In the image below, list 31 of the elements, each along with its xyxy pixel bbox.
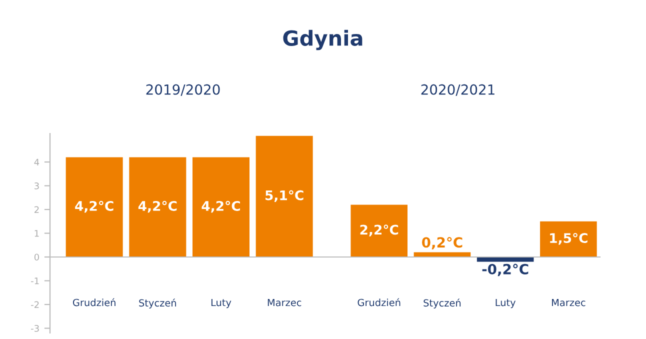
y-tick-label: -1 xyxy=(31,278,39,284)
data-label: 4,2°C xyxy=(138,200,177,213)
x-tick-label: Luty xyxy=(496,298,516,308)
y-tick-label: -3 xyxy=(31,324,39,332)
data-label: -0,2°C xyxy=(482,264,528,276)
bar xyxy=(414,252,471,257)
data-label: 0,2°C xyxy=(422,237,462,250)
y-tick-label: 1 xyxy=(34,230,39,237)
y-tick-label: 4 xyxy=(34,158,40,166)
x-tick-label: Marzec xyxy=(552,298,586,306)
bar xyxy=(476,257,534,262)
y-tick-label: 2 xyxy=(34,206,39,213)
chart-title: Gdynia xyxy=(283,30,362,50)
x-tick-label: Marzec xyxy=(268,298,302,306)
y-tick-label: -2 xyxy=(31,301,39,308)
x-tick-label: Grudzień xyxy=(358,298,400,306)
data-label: 4,2°C xyxy=(75,200,114,213)
data-label: 2,2°C xyxy=(360,224,398,236)
x-tick-label: Grudzień xyxy=(72,298,116,306)
y-tick-label: 0 xyxy=(34,254,39,261)
chart-subtitle: 2020/2021 xyxy=(421,84,494,96)
bar xyxy=(540,221,597,257)
x-tick-label: Styczeń xyxy=(139,298,176,308)
bar xyxy=(350,204,408,257)
data-label: 4,2°C xyxy=(202,200,240,213)
chart-subtitle: 2019/2020 xyxy=(146,84,220,96)
y-tick-label: 3 xyxy=(34,182,39,190)
x-tick-label: Styczeń xyxy=(424,298,461,308)
x-tick-label: Luty xyxy=(211,298,232,308)
data-label: 5,1°C xyxy=(266,190,304,202)
data-label: 1,5°C xyxy=(550,232,588,245)
